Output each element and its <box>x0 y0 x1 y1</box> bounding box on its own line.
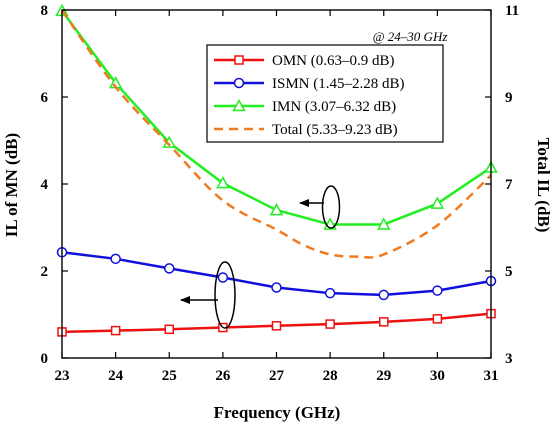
y-right-tick-label: 5 <box>505 264 513 280</box>
y-right-tick-label: 3 <box>505 351 513 367</box>
legend-items: OMN (0.63–0.9 dB) ISMN (1.45–2.28 dB) IMN … <box>214 53 405 138</box>
legend-label: ISMN (1.45–2.28 dB) <box>272 76 405 92</box>
data-point <box>432 285 443 296</box>
x-tick-label: 28 <box>323 368 338 384</box>
data-point <box>110 253 121 265</box>
legend-item: ISMN (1.45–2.28 dB) <box>214 76 405 92</box>
legend-marker <box>232 98 246 112</box>
legend-marker <box>234 55 244 65</box>
legend-item: Total (5.33–9.23 dB) <box>214 122 398 138</box>
data-point <box>164 263 175 274</box>
series-1 <box>56 247 497 301</box>
x-tick-label: 30 <box>430 368 445 384</box>
annotation-right-axis <box>299 185 341 229</box>
x-tick-label: 23 <box>55 368 70 384</box>
data-point <box>430 196 445 209</box>
y-left-tick-label: 8 <box>41 3 49 19</box>
y-left-tick-label: 4 <box>41 177 49 193</box>
y-right-tick-label: 9 <box>505 90 513 106</box>
data-point <box>378 289 389 301</box>
frequency-range-annotation: @ 24–30 GHz <box>373 29 448 44</box>
data-point <box>325 319 335 329</box>
data-point <box>271 321 282 331</box>
data-point <box>269 203 284 216</box>
data-point <box>271 282 282 293</box>
data-point <box>110 325 121 336</box>
legend-item: OMN (0.63–0.9 dB) <box>214 53 395 69</box>
indicator-ellipse-left <box>214 261 236 329</box>
y-axis-left-title: IL of MN (dB) <box>2 133 21 237</box>
series-0 <box>57 308 496 337</box>
x-tick-label: 24 <box>108 368 124 384</box>
legend-label: OMN (0.63–0.9 dB) <box>272 53 395 69</box>
data-point <box>432 314 443 324</box>
legend-marker <box>233 77 245 89</box>
y-right-tick-label: 7 <box>505 177 513 193</box>
legend-label: Total (5.33–9.23 dB) <box>272 122 398 138</box>
data-point <box>324 287 336 299</box>
y-right-tick-label: 11 <box>505 3 519 19</box>
data-point <box>376 217 391 230</box>
data-point <box>216 176 230 189</box>
y-left-tick-label: 2 <box>41 264 49 280</box>
data-point <box>164 324 174 335</box>
indicator-ellipse-right <box>321 185 341 229</box>
legend-box: OMN (0.63–0.9 dB) ISMN (1.45–2.28 dB) IMN … <box>206 44 444 143</box>
data-point <box>379 317 389 327</box>
x-tick-label: 27 <box>269 368 285 384</box>
series-layer <box>55 3 498 337</box>
legend-item: IMN (3.07–6.32 dB) <box>214 98 396 115</box>
series-3 <box>60 9 492 259</box>
y-left-tick-label: 0 <box>41 351 49 367</box>
x-tick-label: 29 <box>376 368 391 384</box>
y-axis-right-title: Total IL (dB) <box>534 138 550 233</box>
x-tick-label: 31 <box>484 368 499 384</box>
annotation-left-axis <box>180 261 236 329</box>
legend-label: IMN (3.07–6.32 dB) <box>272 99 396 115</box>
x-tick-label: 26 <box>215 368 231 384</box>
data-point <box>217 272 229 283</box>
x-tick-label: 25 <box>162 368 177 384</box>
series-line <box>60 9 492 259</box>
y-left-tick-label: 6 <box>41 90 49 106</box>
x-axis-title: Frequency (GHz) <box>214 403 341 422</box>
